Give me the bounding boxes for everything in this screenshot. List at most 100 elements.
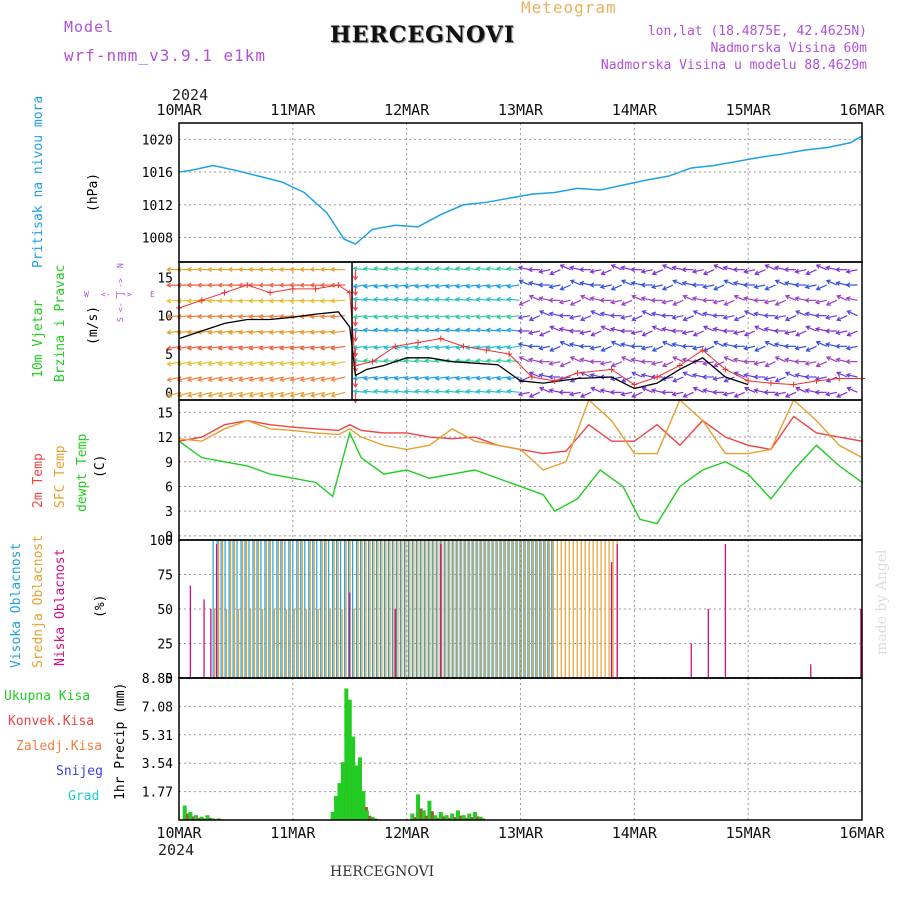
wind-arrow — [672, 299, 684, 306]
wind-arrow-head — [207, 376, 213, 382]
wind-arrow-head — [352, 306, 359, 312]
wind-arrow — [466, 390, 479, 393]
wind-arrow — [723, 391, 735, 396]
wind-arrow — [693, 387, 705, 393]
wind-arrow — [692, 345, 704, 350]
wind-arrow — [826, 343, 838, 347]
wind-arrow-head — [238, 345, 244, 351]
wind-arrow-head — [186, 298, 192, 304]
wind-arrow-head — [599, 297, 605, 303]
precip-total-bar — [340, 762, 345, 820]
wind-arrow — [723, 315, 735, 319]
wind-arrow — [754, 325, 766, 332]
wind-arrow-head — [362, 388, 368, 394]
wind-arrow — [724, 279, 735, 286]
wind-arrow-head — [330, 392, 336, 398]
wind-arrow-head — [609, 389, 615, 395]
wind-arrow-head — [620, 377, 627, 383]
wind-arrow — [415, 329, 428, 332]
wind-arrow-head — [455, 314, 461, 320]
wind-arrow-head — [268, 345, 274, 351]
year-label-top: 2024 — [172, 86, 208, 104]
temp-sfc-line — [178, 398, 863, 471]
wind-arrow-head — [568, 391, 575, 397]
wind-arrow-head — [660, 389, 666, 395]
wind-arrow-head — [681, 267, 687, 273]
wind-arrow — [218, 361, 233, 365]
wind-arrow — [290, 361, 305, 365]
wind-arrow-head — [722, 328, 728, 334]
wind-arrow — [550, 325, 561, 332]
wind-arrow-head — [268, 361, 274, 367]
wind-arrow — [744, 330, 756, 337]
wind-arrow-head — [795, 386, 801, 392]
wind-gust-marker — [460, 343, 467, 350]
wind-arrow — [486, 267, 499, 271]
wind-arrow — [765, 341, 776, 347]
wind-arrow-head — [825, 279, 831, 285]
wind-arrow — [456, 390, 469, 393]
wind-arrow-head — [835, 330, 841, 336]
wind-arrow — [713, 341, 725, 347]
wind-arrow — [404, 376, 417, 380]
wind-arrow — [404, 329, 417, 332]
wind-arrow-head — [528, 393, 534, 398]
wind-arrow-head — [538, 310, 545, 315]
wind-arrow-head — [815, 340, 821, 346]
wind-arrow — [846, 269, 858, 273]
wind-arrow-head — [330, 314, 336, 320]
wind-arrow-head — [599, 311, 605, 317]
wind-arrow-head — [620, 301, 627, 306]
wind-arrow-head — [227, 376, 234, 382]
wind-unit: (m/s) — [86, 306, 101, 345]
wind-arrow-head — [166, 266, 172, 273]
wind-arrow — [621, 279, 633, 286]
wind-arrow-head — [732, 343, 738, 349]
wind-gust-marker — [506, 351, 513, 357]
cloud-labels: Visoka Oblacnost Srednja Oblacnost Niska… — [9, 535, 108, 668]
wind-arrow-head — [299, 298, 305, 304]
wind-arrow — [569, 266, 581, 271]
wind-arrow — [683, 295, 694, 301]
wind-arrow-head — [207, 266, 213, 273]
wind-gust-marker — [335, 282, 342, 288]
wind-arrow — [642, 310, 653, 317]
wind-arrow-head — [815, 285, 821, 291]
compass-vbar: | — [116, 291, 125, 296]
wind-arrow-head — [383, 345, 389, 351]
wind-arrow — [280, 361, 295, 365]
wind-arrow — [836, 315, 848, 321]
wind-arrow-head — [362, 266, 368, 272]
wind-arrow — [228, 361, 243, 365]
wind-arrow-head — [640, 268, 646, 274]
wind-arrow-head — [362, 327, 368, 333]
wind-arrow-head — [217, 282, 223, 288]
wind-arrow-head — [475, 388, 481, 394]
wind-arrow-head — [846, 310, 852, 315]
wind-arrow-head — [258, 282, 264, 288]
wind-arrow-head — [559, 264, 565, 269]
wind-arrow-head — [528, 294, 534, 300]
wind-arrow-head — [424, 375, 430, 381]
wind-arrow — [703, 312, 715, 317]
wind-arrow — [486, 359, 499, 363]
pressure-line — [178, 135, 863, 245]
date-label-top: 10MAR — [156, 101, 202, 119]
wind-arrow — [415, 267, 428, 271]
wind-arrow-head — [794, 372, 800, 378]
wind-arrow-head — [610, 340, 616, 346]
wind-arrow-head — [589, 268, 595, 274]
wind-arrow-head — [196, 282, 202, 288]
wind-arrow — [733, 330, 745, 334]
wind-arrow-head — [373, 296, 379, 302]
wind-arrow-head — [537, 359, 543, 365]
meteogram-label: Meteogram — [521, 0, 617, 17]
wind-arrow-head — [753, 311, 759, 317]
wind-arrow-head — [319, 298, 325, 304]
wind-gust-marker — [312, 285, 319, 292]
wind-arrow — [353, 298, 366, 301]
wind-arrow-head — [763, 389, 769, 395]
precip-conv-bar — [186, 813, 190, 820]
wind-arrow-head — [661, 285, 668, 291]
wind-arrow-head — [682, 371, 688, 377]
